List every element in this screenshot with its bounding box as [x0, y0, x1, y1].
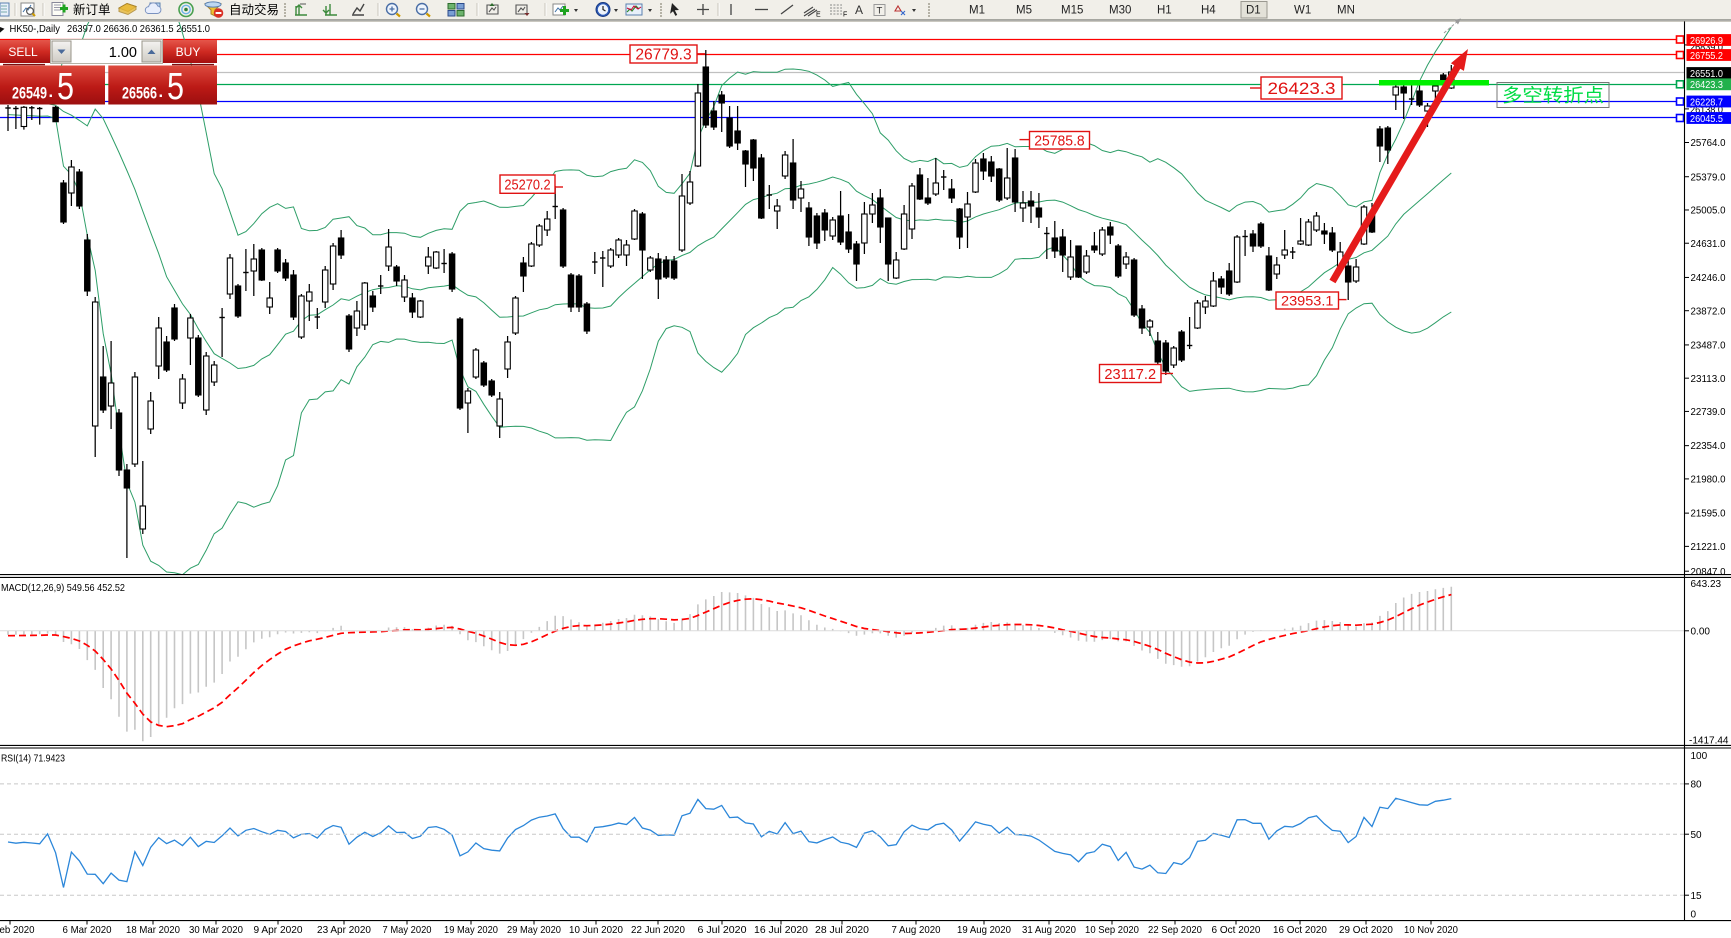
- svg-text:23113.0: 23113.0: [1691, 374, 1726, 385]
- svg-text:HK50-,Daily: HK50-,Daily: [10, 23, 61, 35]
- svg-text:T: T: [877, 6, 883, 17]
- svg-text:80: 80: [1691, 780, 1703, 791]
- svg-text:6 Jul 2020: 6 Jul 2020: [698, 924, 747, 936]
- svg-text:5: 5: [57, 66, 74, 108]
- svg-text:100: 100: [1691, 751, 1708, 762]
- svg-text:7 Aug 2020: 7 Aug 2020: [892, 924, 941, 936]
- svg-text:26779.3: 26779.3: [635, 47, 691, 64]
- svg-text:22739.0: 22739.0: [1691, 407, 1726, 418]
- svg-text:5 Feb 2020: 5 Feb 2020: [0, 924, 35, 936]
- svg-text:29 May 2020: 29 May 2020: [507, 924, 561, 936]
- svg-text:24246.0: 24246.0: [1691, 273, 1726, 284]
- svg-text:E: E: [816, 12, 821, 19]
- svg-text:25005.0: 25005.0: [1691, 206, 1726, 217]
- svg-text:23487.0: 23487.0: [1691, 341, 1726, 352]
- svg-text:25379.0: 25379.0: [1691, 172, 1726, 183]
- svg-text:5: 5: [167, 66, 184, 108]
- svg-text:21595.0: 21595.0: [1691, 509, 1726, 520]
- svg-text:1.00: 1.00: [109, 45, 137, 61]
- svg-text:多空转折点: 多空转折点: [1502, 85, 1604, 106]
- svg-text:24631.0: 24631.0: [1691, 239, 1726, 250]
- svg-text:.: .: [159, 83, 164, 101]
- svg-text:26423.3: 26423.3: [1267, 79, 1335, 98]
- svg-text:H4: H4: [1201, 5, 1216, 17]
- svg-text:26566: 26566: [122, 85, 157, 103]
- svg-text:18 Mar 2020: 18 Mar 2020: [126, 924, 180, 936]
- svg-text:M30: M30: [1109, 5, 1131, 17]
- svg-text:0: 0: [1691, 910, 1697, 921]
- svg-text:7 May 2020: 7 May 2020: [383, 924, 432, 936]
- svg-text:30 Mar 2020: 30 Mar 2020: [189, 924, 243, 936]
- svg-text:MACD(12,26,9) 549.56 452.52: MACD(12,26,9) 549.56 452.52: [1, 582, 125, 594]
- svg-text:25785.8: 25785.8: [1034, 133, 1084, 149]
- svg-text:RSI(14) 71.9423: RSI(14) 71.9423: [1, 753, 65, 765]
- svg-text:26228.7: 26228.7: [1690, 96, 1723, 108]
- svg-text:M5: M5: [1016, 5, 1032, 17]
- svg-text:26045.5: 26045.5: [1690, 113, 1723, 125]
- svg-text:F: F: [843, 12, 847, 19]
- svg-text:16 Jul 2020: 16 Jul 2020: [754, 924, 808, 936]
- svg-text:23872.0: 23872.0: [1691, 306, 1726, 317]
- svg-text:M1: M1: [969, 5, 985, 17]
- svg-text:MN: MN: [1337, 5, 1355, 17]
- svg-text:21980.0: 21980.0: [1691, 474, 1726, 485]
- svg-text:26423.3: 26423.3: [1690, 79, 1723, 91]
- svg-text:16 Oct 2020: 16 Oct 2020: [1273, 924, 1327, 936]
- svg-text:26138.0: 26138.0: [1690, 105, 1723, 116]
- svg-text:19 Aug 2020: 19 Aug 2020: [957, 924, 1011, 936]
- svg-text:H1: H1: [1157, 5, 1172, 17]
- svg-text:M15: M15: [1061, 5, 1083, 17]
- svg-text:D1: D1: [1246, 5, 1261, 17]
- svg-text:A: A: [855, 3, 863, 17]
- svg-text:-1417.44: -1417.44: [1689, 736, 1729, 747]
- svg-text:BUY: BUY: [176, 45, 201, 59]
- svg-text:6 Oct 2020: 6 Oct 2020: [1212, 924, 1261, 936]
- svg-text:643.23: 643.23: [1691, 579, 1722, 590]
- svg-text:29 Oct 2020: 29 Oct 2020: [1339, 924, 1393, 936]
- svg-text:50: 50: [1691, 830, 1703, 841]
- svg-text:19 May 2020: 19 May 2020: [444, 924, 498, 936]
- svg-text:15: 15: [1691, 891, 1703, 902]
- svg-text:26755.2: 26755.2: [1690, 50, 1723, 62]
- svg-text:新订单: 新订单: [73, 2, 111, 17]
- svg-text:31 Aug 2020: 31 Aug 2020: [1022, 924, 1076, 936]
- svg-text:21221.0: 21221.0: [1691, 542, 1726, 553]
- svg-text:6 Mar 2020: 6 Mar 2020: [63, 924, 112, 936]
- svg-text:22 Jun 2020: 22 Jun 2020: [631, 924, 685, 936]
- svg-text:26397.0 26636.0 26361.5 26551.: 26397.0 26636.0 26361.5 26551.0: [67, 23, 210, 35]
- svg-text:23117.2: 23117.2: [1104, 366, 1156, 383]
- svg-text:0.00: 0.00: [1691, 626, 1711, 637]
- svg-text:10 Nov 2020: 10 Nov 2020: [1404, 924, 1458, 936]
- svg-text:22 Sep 2020: 22 Sep 2020: [1148, 924, 1202, 936]
- svg-text:26926.9: 26926.9: [1690, 35, 1723, 47]
- svg-text:.: .: [49, 83, 54, 101]
- svg-text:20847.0: 20847.0: [1691, 567, 1726, 578]
- svg-text:26549: 26549: [12, 85, 47, 103]
- svg-text:25764.0: 25764.0: [1691, 138, 1726, 149]
- svg-text:25270.2: 25270.2: [504, 177, 550, 193]
- svg-text:10 Sep 2020: 10 Sep 2020: [1085, 924, 1139, 936]
- svg-text:9 Apr 2020: 9 Apr 2020: [254, 924, 303, 936]
- svg-text:W1: W1: [1294, 5, 1311, 17]
- svg-text:23953.1: 23953.1: [1281, 293, 1334, 309]
- svg-text:自动交易: 自动交易: [229, 2, 279, 17]
- svg-text:28 Jul 2020: 28 Jul 2020: [815, 924, 869, 936]
- svg-text:23 Apr 2020: 23 Apr 2020: [317, 924, 371, 936]
- svg-text:26551.0: 26551.0: [1690, 68, 1723, 80]
- svg-text:SELL: SELL: [8, 45, 38, 59]
- svg-text:22354.0: 22354.0: [1691, 441, 1726, 452]
- svg-text:26839.0: 26839.0: [1690, 42, 1723, 53]
- svg-text:10 Jun 2020: 10 Jun 2020: [569, 924, 623, 936]
